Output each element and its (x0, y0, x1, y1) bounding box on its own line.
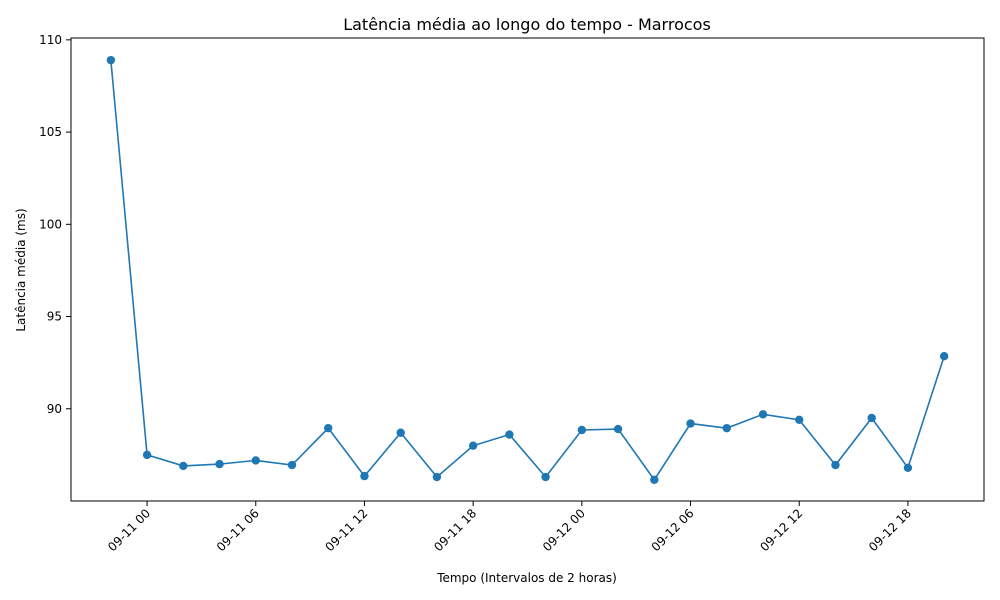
x-tick-label: 09-11 12 (323, 506, 371, 554)
data-point (795, 415, 804, 425)
x-tick-label: 09-11 18 (431, 506, 479, 554)
chart-title: Latência média ao longo do tempo - Marro… (343, 15, 711, 34)
data-point (577, 425, 587, 435)
x-tick-label: 09-11 00 (105, 506, 153, 554)
data-point (903, 463, 913, 472)
data-point (686, 419, 695, 428)
data-point (179, 461, 188, 471)
data-point (432, 472, 442, 482)
data-point (142, 450, 152, 460)
axes-frame (70, 37, 985, 502)
data-point (324, 423, 333, 433)
data-point (541, 472, 550, 482)
y-tick-label: 105 (39, 125, 62, 139)
data-point (396, 428, 405, 437)
data-point (831, 460, 840, 470)
y-tick-label: 100 (39, 217, 62, 231)
data-point (758, 410, 768, 419)
data-point (939, 352, 949, 361)
data-point (215, 459, 224, 469)
data-point (867, 413, 876, 423)
series-line (110, 60, 945, 482)
y-tick-label: 90 (47, 402, 62, 416)
x-tick-label: 09-12 18 (866, 506, 914, 554)
x-tick-label: 09-11 06 (214, 506, 262, 554)
y-axis: 90 95 100 105 110 (39, 33, 71, 416)
x-axis: 09-11 00 09-11 06 09-11 12 09-11 18 09-12 00… (105, 501, 914, 554)
x-axis-label: Tempo (Intervalos de 2 horas) (436, 571, 617, 585)
data-point (251, 456, 260, 465)
y-tick-label: 110 (39, 33, 62, 47)
data-point (613, 424, 623, 434)
data-point (287, 460, 297, 470)
plot-area (106, 55, 949, 484)
y-axis-label: Latência média (ms) (14, 208, 28, 331)
data-point (722, 423, 731, 433)
data-point (505, 430, 514, 439)
y-tick-label: 95 (47, 310, 62, 324)
data-point (650, 475, 659, 484)
data-point (468, 441, 478, 450)
data-point (106, 55, 116, 65)
x-tick-label: 09-12 06 (649, 506, 697, 554)
x-tick-label: 09-12 00 (540, 506, 588, 554)
data-point (360, 471, 369, 481)
x-tick-label: 09-12 12 (757, 506, 805, 554)
